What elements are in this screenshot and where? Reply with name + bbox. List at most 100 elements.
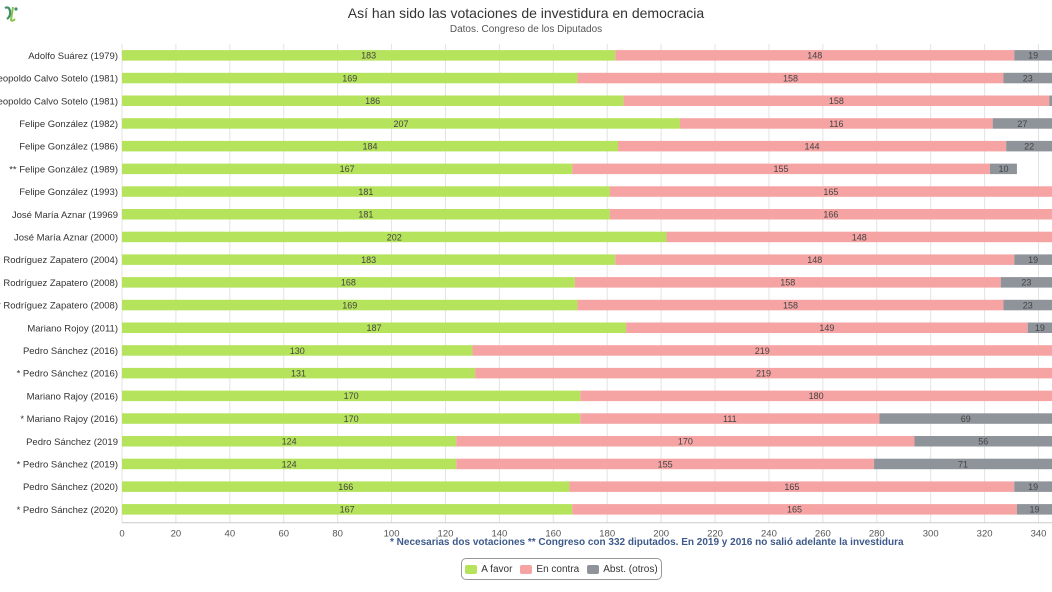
data-label: 155 (658, 459, 673, 469)
bar-segment (122, 186, 610, 197)
legend-item-a-favor[interactable]: A favor (465, 564, 512, 575)
data-label: 148 (807, 255, 822, 265)
bar-segment (456, 436, 915, 447)
x-tick-label: 100 (384, 529, 400, 540)
bar-segment (577, 72, 1004, 84)
category-label: Leopoldo Calvo Sotelo (1981) (0, 74, 118, 85)
bar-segment (122, 254, 616, 265)
legend-label: Abst. (otros) (603, 563, 658, 575)
data-label: 165 (784, 482, 799, 492)
bar-segment (122, 367, 476, 379)
bar-segment (122, 299, 578, 311)
x-tick-label: 280 (869, 529, 885, 540)
bar-segment (1006, 140, 1052, 152)
bar-segment (122, 322, 627, 333)
x-tick-label: 340 (1031, 529, 1047, 540)
bar-segment (122, 118, 680, 129)
category-label: Rodríguez Zapatero (2004) (3, 255, 118, 266)
data-label: 158 (780, 278, 795, 288)
bar-segment (122, 436, 457, 447)
chart-title: Así han sido las votaciones de investidu… (347, 5, 705, 21)
bar-segment (874, 458, 1052, 470)
data-label: 183 (361, 51, 376, 61)
data-label: 111 (723, 414, 737, 424)
bar-segment (914, 436, 1052, 447)
bar-segment (122, 277, 575, 288)
category-label: Felipe González (1993) (19, 187, 118, 198)
category-label: ** Felipe González (1989) (9, 164, 118, 175)
bar-segment (1014, 481, 1052, 492)
data-label: 202 (387, 232, 402, 242)
data-label: 180 (809, 391, 824, 401)
data-label: 19 (1029, 505, 1039, 515)
x-tick-label: 220 (707, 529, 723, 540)
legend-label: A favor (481, 563, 513, 575)
bar-segment (992, 118, 1052, 129)
bar-segment (572, 504, 1017, 515)
bar-segment (122, 72, 578, 84)
data-label: 56 (978, 437, 988, 447)
data-label: 22 (1024, 141, 1034, 151)
bar-segment (122, 504, 573, 515)
category-label: Pedro Sánchez (2016) (23, 346, 118, 357)
bar-segment (122, 163, 573, 175)
bar-segment (615, 50, 1015, 61)
bar-chart: 0 20 40 60 80 100 120 140 160 180 200 220 240 260 280 3… (0, 44, 1052, 540)
x-tick-label: 80 (332, 529, 343, 540)
data-label: 23 (1021, 278, 1031, 288)
data-label: 158 (783, 73, 798, 83)
data-label: 187 (367, 323, 382, 333)
legend-swatch (587, 564, 600, 574)
bar-segment (577, 299, 1004, 311)
x-tick-label: 140 (491, 529, 507, 540)
bar-segment (472, 345, 1052, 356)
data-label: 167 (340, 164, 355, 174)
bar-segment (1000, 277, 1052, 288)
category-label: José María Aznar (2000) (14, 232, 118, 243)
data-label: 170 (678, 437, 693, 447)
bar-segment (569, 481, 1015, 492)
bar-segment (617, 140, 1007, 152)
category-label: * Mariano Rajoy (2016) (20, 414, 118, 425)
bar-segment (666, 231, 1052, 243)
legend-item-abstencion[interactable]: Abst. (otros) (587, 563, 658, 575)
bar-segment (572, 163, 990, 175)
data-label: 69 (961, 414, 971, 424)
bar-segment (1014, 254, 1052, 265)
data-label: 27 (1017, 119, 1027, 129)
bar-segment (122, 95, 624, 106)
data-label: 169 (342, 300, 357, 310)
data-label: 181 (358, 187, 373, 197)
category-label: Pedro Sánchez (2019 (26, 437, 118, 448)
bar-segment (879, 413, 1052, 424)
data-label: 166 (823, 210, 838, 220)
legend-swatch (520, 564, 533, 574)
legend-label: En contra (536, 563, 580, 575)
bar-segment (122, 140, 618, 152)
bar-segment (1003, 299, 1052, 311)
bar-segment (122, 209, 610, 220)
x-tick-label: 40 (225, 529, 236, 540)
data-label: 169 (342, 73, 357, 83)
category-label: Rodríguez Zapatero (2008) (3, 278, 118, 289)
category-label: Felipe González (1986) (19, 142, 118, 153)
data-label: 23 (1023, 300, 1033, 310)
data-label: 186 (365, 96, 380, 106)
data-label: 170 (344, 391, 359, 401)
data-label: 155 (774, 164, 789, 174)
data-label: 148 (807, 51, 822, 61)
legend-item-en-contra[interactable]: En contra (520, 564, 579, 575)
bar-segment (580, 390, 1052, 402)
data-label: 181 (358, 210, 373, 220)
chart-note: * Necesarias dos votaciones ** Congreso … (390, 537, 904, 548)
bar-segment (580, 413, 880, 424)
bar-segment (679, 118, 993, 129)
data-label: 19 (1028, 482, 1038, 492)
bar-segment (1003, 72, 1052, 84)
x-tick-label: 20 (171, 529, 182, 540)
data-label: 116 (829, 119, 843, 129)
bar-segment (475, 367, 1052, 379)
bar-segment (1027, 322, 1052, 333)
data-label: 184 (362, 141, 377, 151)
data-label: 166 (338, 482, 353, 492)
